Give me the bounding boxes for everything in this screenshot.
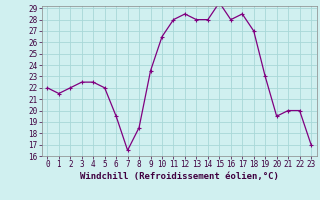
X-axis label: Windchill (Refroidissement éolien,°C): Windchill (Refroidissement éolien,°C) <box>80 172 279 181</box>
